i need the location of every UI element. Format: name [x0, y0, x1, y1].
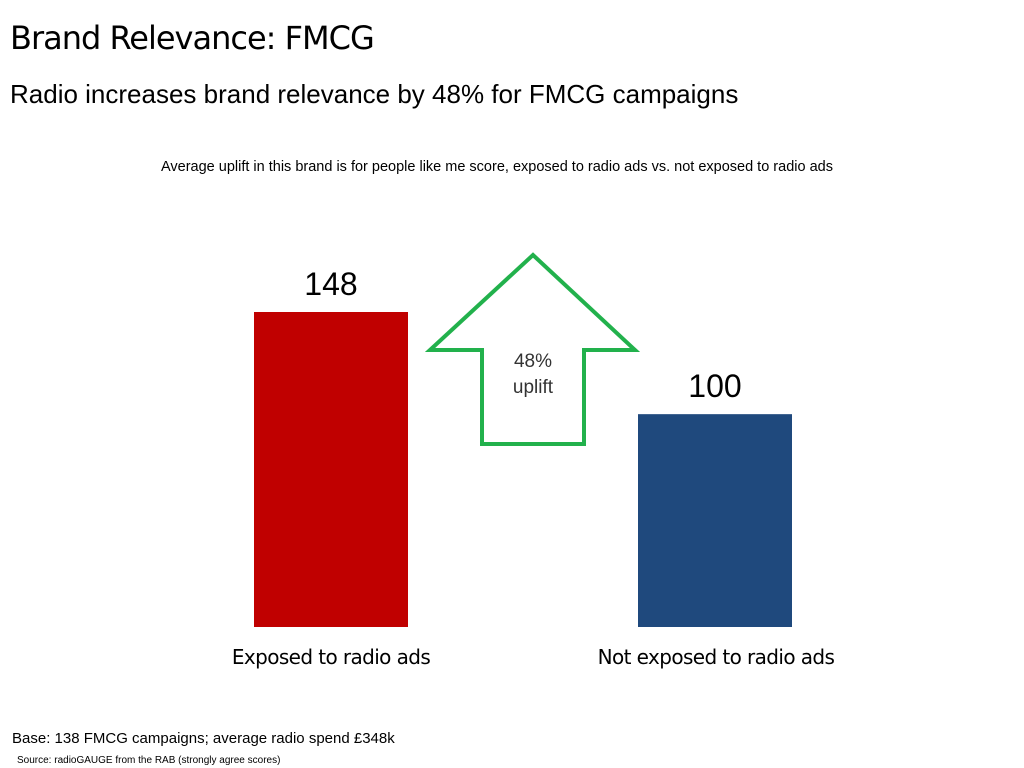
uplift-word: uplift — [512, 377, 554, 398]
uplift-annotation: 48% uplift — [482, 349, 584, 401]
value-label-exposed: 148 — [304, 266, 357, 302]
source-note: Source: radioGAUGE from the RAB (strongl… — [17, 755, 281, 766]
chart-title: Average uplift in this brand is for peop… — [161, 159, 833, 175]
category-label-exposed: Exposed to radio ads — [231, 645, 431, 669]
uplift-arrow-icon — [424, 252, 641, 446]
base-note: Base: 138 FMCG campaigns; average radio … — [12, 730, 395, 747]
category-label-not-exposed: Not exposed to radio ads — [597, 645, 835, 669]
page-subtitle: Radio increases brand relevance by 48% f… — [10, 79, 739, 109]
page-title: Brand Relevance: FMCG — [10, 19, 375, 57]
bar-not-exposed — [638, 414, 792, 627]
bar-exposed — [254, 312, 408, 627]
uplift-percent: 48% — [513, 351, 553, 372]
value-label-not-exposed: 100 — [688, 368, 741, 404]
